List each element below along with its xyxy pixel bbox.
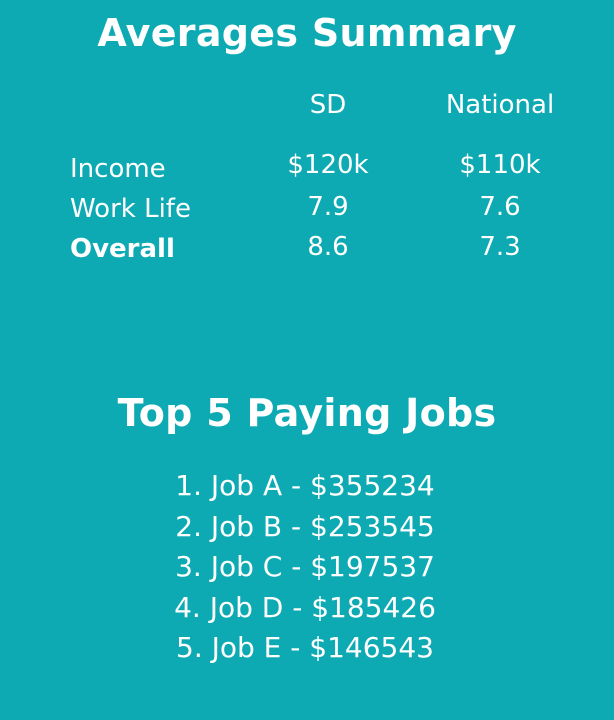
- top-jobs-list: 1. Job A - $355234 2. Job B - $253545 3.…: [0, 466, 614, 669]
- top-paying-jobs-title: Top 5 Paying Jobs: [117, 391, 497, 435]
- averages-summary-table: SD National Income $120k $110k Work Life…: [0, 0, 614, 300]
- list-item: 1. Job A - $355234: [175, 469, 435, 502]
- row-label-work-life: Work Life: [70, 194, 191, 224]
- work-life-sd-value: 7.9: [307, 192, 349, 222]
- list-item: 4. Job D - $185426: [174, 590, 436, 624]
- row-label-income: Income: [70, 154, 166, 184]
- column-header-national: National: [445, 90, 555, 120]
- row-label-overall: Overall: [70, 234, 175, 264]
- overall-national-value: 7.3: [479, 232, 521, 262]
- income-national-value: $110k: [459, 150, 541, 180]
- list-item: 2. Job B - $253545: [175, 509, 435, 543]
- averages-summary-title: Averages Summary: [97, 11, 517, 55]
- income-sd-value: $120k: [287, 150, 369, 180]
- list-item: 5. Job E - $146543: [176, 631, 434, 664]
- list-item: 3. Job C - $197537: [175, 550, 435, 583]
- overall-sd-value: 8.6: [307, 232, 349, 262]
- column-header-sd: SD: [309, 90, 347, 120]
- work-life-national-value: 7.6: [479, 192, 521, 222]
